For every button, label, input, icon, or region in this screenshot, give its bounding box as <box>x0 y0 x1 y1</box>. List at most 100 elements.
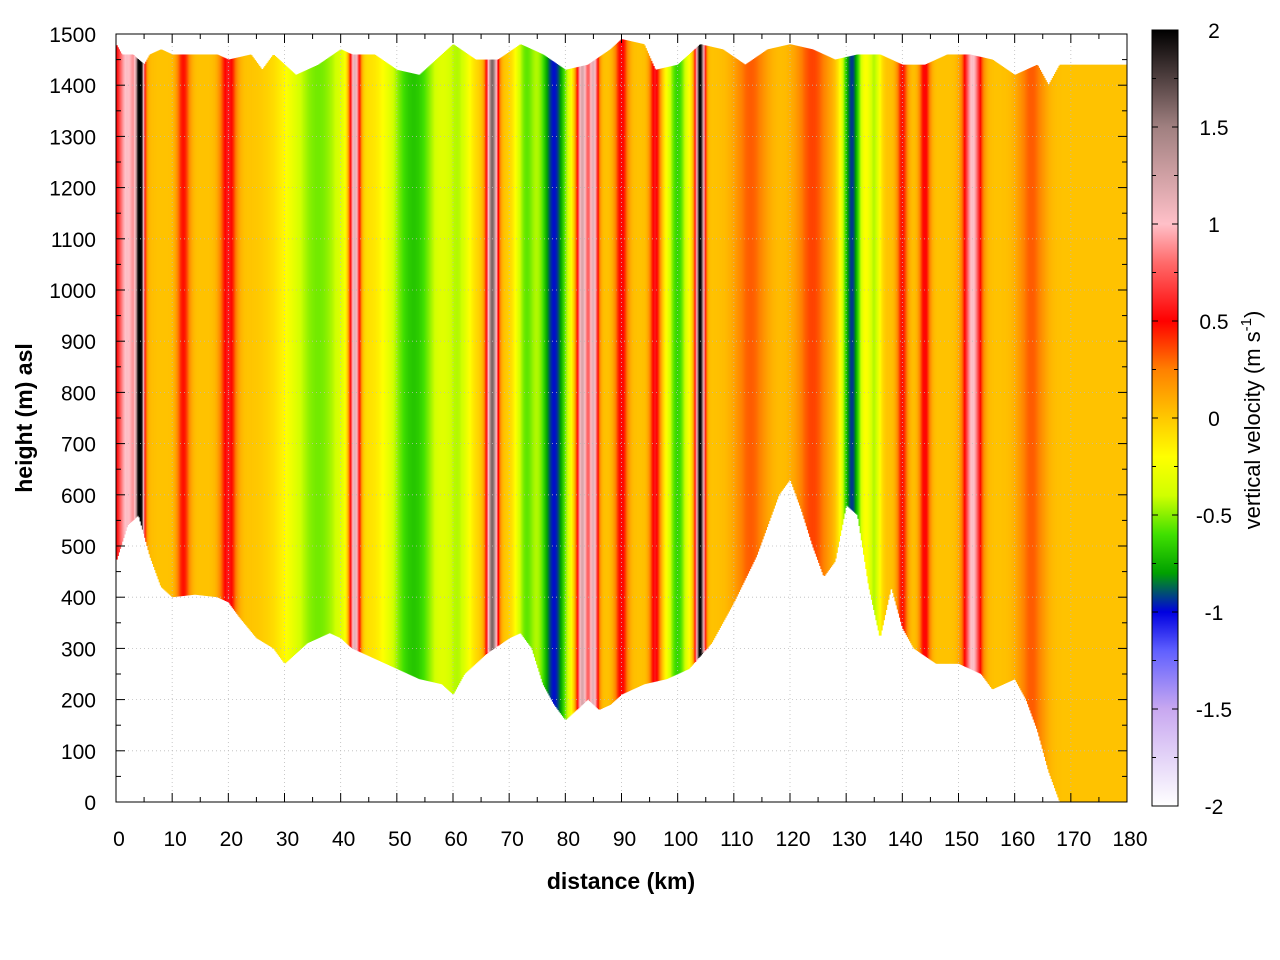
heatmap-column <box>362 54 364 654</box>
heatmap-column <box>1097 64 1100 802</box>
heatmap-column <box>145 61 147 542</box>
heatmap-column <box>149 54 152 558</box>
heatmap-column <box>315 65 318 639</box>
heatmap-column <box>484 59 487 656</box>
heatmap-column <box>939 57 942 664</box>
heatmap-column <box>1041 73 1044 749</box>
heatmap-column <box>688 53 691 669</box>
heatmap-column <box>539 53 542 676</box>
heatmap-column <box>843 57 846 514</box>
heatmap-column <box>543 55 546 688</box>
heatmap-column <box>741 62 744 586</box>
heatmap-column <box>1044 80 1047 762</box>
heatmap-column <box>623 39 626 694</box>
heatmap-column <box>288 69 291 660</box>
heatmap-column <box>852 55 855 512</box>
heatmap-column <box>373 54 375 659</box>
heatmap-column <box>1096 64 1099 802</box>
heatmap-column <box>617 42 619 699</box>
heatmap-column <box>545 56 547 690</box>
heatmap-column <box>904 64 907 634</box>
heatmap-column <box>1076 64 1079 802</box>
heatmap-column <box>200 54 202 596</box>
heatmap-column <box>417 74 419 679</box>
heatmap-column <box>521 45 524 636</box>
heatmap-column <box>627 40 629 692</box>
heatmap-column <box>240 56 243 620</box>
heatmap-column <box>804 47 807 523</box>
heatmap-column <box>248 54 251 630</box>
heatmap-column <box>119 51 122 549</box>
heatmap-column <box>229 59 232 605</box>
heatmap-column <box>273 54 275 650</box>
heatmap-column <box>790 44 792 481</box>
heatmap-column <box>136 58 138 517</box>
heatmap-column <box>176 54 179 597</box>
heatmap-column <box>880 55 883 631</box>
heatmap-column <box>787 44 790 482</box>
heatmap-column <box>283 64 286 663</box>
heatmap-column <box>535 51 537 661</box>
heatmap-column <box>513 48 516 636</box>
heatmap-column <box>162 50 164 589</box>
heatmap-column <box>954 54 956 664</box>
heatmap-column <box>618 41 620 698</box>
heatmap-column <box>1069 64 1072 802</box>
heatmap-column <box>297 73 300 651</box>
heatmap-column <box>778 46 781 495</box>
heatmap-column <box>151 53 154 564</box>
heatmap-column <box>805 47 808 527</box>
heatmap-column <box>281 62 283 660</box>
heatmap-column <box>264 66 267 644</box>
heatmap-column <box>905 64 908 636</box>
heatmap-column <box>117 47 119 556</box>
heatmap-column <box>995 62 998 688</box>
x-tick-label: 110 <box>720 828 753 851</box>
heatmap-column <box>479 59 482 660</box>
heatmap-column <box>612 46 615 703</box>
heatmap-column <box>874 54 876 616</box>
heatmap-column <box>863 54 865 555</box>
heatmap-column <box>263 67 265 643</box>
heatmap-column <box>986 58 989 683</box>
heatmap-column <box>565 69 568 720</box>
heatmap-column <box>906 64 909 638</box>
heatmap-column <box>391 66 393 667</box>
heatmap-column <box>1051 78 1054 783</box>
heatmap-column <box>174 54 177 597</box>
heatmap-column <box>157 50 160 580</box>
heatmap-column <box>630 41 633 691</box>
heatmap-column <box>422 71 425 681</box>
heatmap-column <box>519 44 521 634</box>
heatmap-column <box>673 65 675 676</box>
heatmap-column <box>435 60 437 683</box>
heatmap-column <box>300 72 302 649</box>
heatmap-column <box>620 39 623 695</box>
heatmap-column <box>998 64 1001 687</box>
heatmap-column <box>304 70 307 645</box>
heatmap-column <box>681 61 683 673</box>
heatmap-column <box>160 49 163 588</box>
heatmap-column <box>1079 64 1082 802</box>
heatmap-column <box>560 67 563 715</box>
heatmap-column <box>720 48 723 626</box>
heatmap-column <box>465 53 468 673</box>
heatmap-column <box>441 53 444 685</box>
heatmap-column <box>396 69 399 670</box>
heatmap-column <box>254 59 256 637</box>
heatmap-column <box>324 59 327 635</box>
heatmap-column <box>713 47 716 639</box>
heatmap-column <box>476 59 479 663</box>
heatmap-column <box>219 55 222 599</box>
heatmap-column <box>171 54 173 597</box>
heatmap-column <box>395 69 398 669</box>
heatmap-column <box>859 54 862 534</box>
heatmap-column <box>150 53 153 561</box>
heatmap-column <box>705 45 708 650</box>
heatmap-column <box>429 65 432 682</box>
heatmap-column <box>1015 74 1018 683</box>
heatmap-column <box>116 45 118 560</box>
heatmap-column <box>597 57 600 710</box>
heatmap-column <box>400 70 402 671</box>
heatmap-column <box>645 48 647 684</box>
